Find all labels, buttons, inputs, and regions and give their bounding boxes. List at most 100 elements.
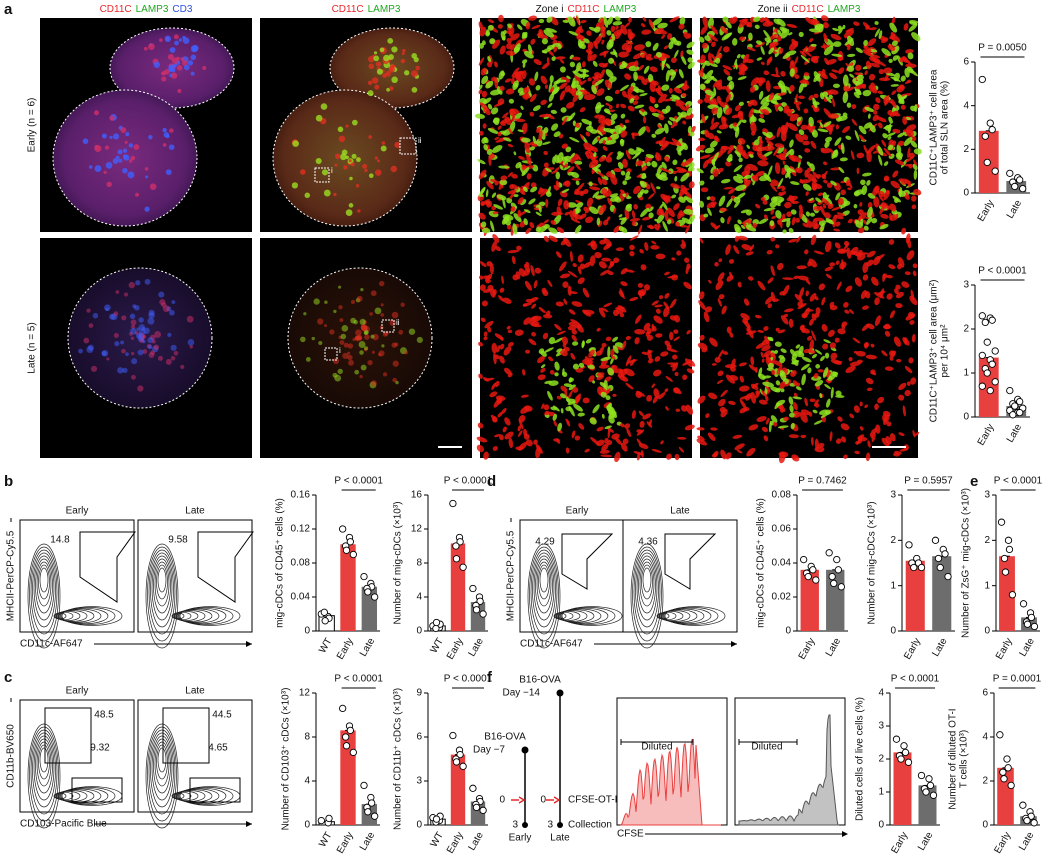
cell-speck xyxy=(531,320,540,327)
cell-speck xyxy=(746,218,752,224)
cell-speck xyxy=(612,393,617,397)
cell-speck xyxy=(868,73,876,81)
cell-speck xyxy=(757,280,766,291)
zone-label: i xyxy=(339,346,341,355)
cell-speck xyxy=(671,94,681,100)
cell-speck xyxy=(748,32,753,41)
cell-speck xyxy=(564,85,571,93)
y-axis-label: per 10⁴ μm² xyxy=(940,324,951,378)
cell-speck xyxy=(829,305,838,311)
cell-speck xyxy=(821,68,826,78)
cell-speck xyxy=(782,148,787,159)
cell-speck xyxy=(167,332,172,338)
cell-speck xyxy=(872,150,879,154)
cell-speck xyxy=(747,46,756,52)
cell-speck xyxy=(478,89,483,95)
row-label: Late (n = 5) xyxy=(27,322,38,373)
cell-speck xyxy=(627,105,635,112)
cell-speck xyxy=(364,168,368,173)
cell-speck xyxy=(338,135,346,143)
cell-speck xyxy=(488,19,495,24)
cell-speck xyxy=(171,57,179,64)
cell-speck xyxy=(570,319,579,324)
cell-speck xyxy=(896,144,902,155)
cell-speck xyxy=(816,174,822,178)
cell-speck xyxy=(723,68,731,76)
cell-speck xyxy=(525,349,531,354)
cell-speck xyxy=(710,25,719,35)
cell-speck xyxy=(709,140,718,148)
cell-speck xyxy=(546,16,553,23)
cell-speck xyxy=(120,340,125,345)
cell-speck xyxy=(664,195,671,202)
cell-speck xyxy=(542,332,549,340)
cell-speck xyxy=(604,110,612,115)
p-value: P = 0.7462 xyxy=(798,476,847,487)
cell-speck xyxy=(823,45,834,56)
gate-value: 44.5 xyxy=(212,710,232,721)
data-point xyxy=(432,624,440,633)
cell-speck xyxy=(846,45,851,51)
data-point xyxy=(449,499,457,508)
cell-speck xyxy=(711,107,718,115)
data-point xyxy=(812,576,820,584)
cell-speck xyxy=(652,42,659,51)
cell-speck xyxy=(525,439,533,447)
cell-speck xyxy=(497,131,502,137)
cell-speck xyxy=(881,37,889,44)
cell-speck xyxy=(594,78,604,87)
cell-speck xyxy=(513,194,519,198)
cell-speck xyxy=(665,375,673,382)
cell-speck xyxy=(867,440,871,448)
panel-label: f xyxy=(487,669,493,686)
cell-speck xyxy=(567,285,572,296)
cell-speck xyxy=(543,127,549,134)
cell-speck xyxy=(560,407,564,414)
cell-speck xyxy=(821,173,827,180)
cell-speck xyxy=(530,315,542,322)
cell-speck xyxy=(489,89,501,96)
cell-speck xyxy=(788,434,799,439)
y-tick-label: 0 xyxy=(963,412,969,423)
cell-speck xyxy=(400,58,406,64)
cell-speck xyxy=(891,90,897,95)
cell-speck xyxy=(300,169,306,175)
cell-speck xyxy=(610,25,616,33)
cell-speck xyxy=(680,111,687,118)
header-word: LAMP3 xyxy=(136,4,169,15)
y-tick-label: 2 xyxy=(878,754,884,765)
cell-speck xyxy=(829,72,838,80)
cell-speck xyxy=(732,122,738,127)
cell-speck xyxy=(498,165,510,169)
cell-speck xyxy=(824,140,830,149)
cell-speck xyxy=(881,48,892,57)
cell-speck xyxy=(392,360,399,367)
cell-speck xyxy=(654,304,663,308)
cell-speck xyxy=(535,85,541,91)
cell-speck xyxy=(663,301,670,310)
cell-speck xyxy=(554,361,560,371)
cell-speck xyxy=(645,153,655,159)
y-tick-label: 6 xyxy=(416,732,422,743)
cell-speck xyxy=(500,175,508,181)
cell-speck xyxy=(174,40,179,46)
cell-speck xyxy=(571,334,577,342)
cell-speck xyxy=(625,149,631,160)
cell-speck xyxy=(651,449,662,453)
cell-speck xyxy=(652,17,663,26)
header-word: CD11C xyxy=(567,4,599,15)
data-point xyxy=(905,541,913,549)
cell-speck xyxy=(904,389,911,397)
cell-speck xyxy=(759,136,763,148)
cell-speck xyxy=(478,194,484,197)
cell-speck xyxy=(569,152,576,159)
cell-speck xyxy=(612,29,624,37)
cell-speck xyxy=(734,443,745,451)
y-axis-label: of total SLN area (%) xyxy=(940,81,951,174)
data-point xyxy=(342,546,351,554)
cell-speck xyxy=(709,174,715,180)
cell-speck xyxy=(663,98,673,102)
cell-speck xyxy=(854,277,862,287)
cell-speck xyxy=(674,372,679,377)
cell-speck xyxy=(324,324,328,328)
